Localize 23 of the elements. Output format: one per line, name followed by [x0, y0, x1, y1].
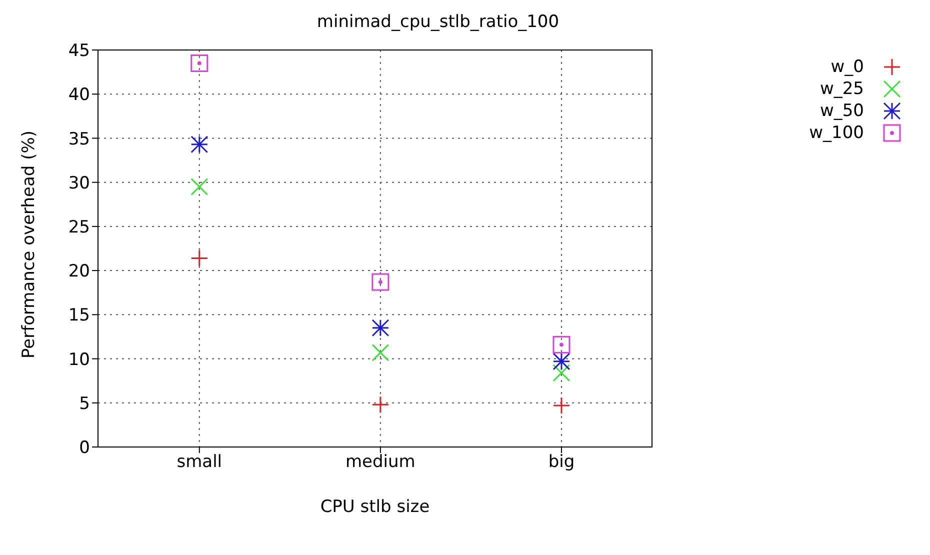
legend-label: w_100 [809, 123, 864, 143]
y-tick-label: 25 [68, 217, 90, 238]
x-tick-label: small [176, 452, 222, 472]
point [372, 273, 390, 291]
point [190, 54, 208, 72]
y-tick-label: 35 [68, 129, 90, 150]
y-tick-label: 40 [68, 85, 90, 106]
y-axis-title: Performance overhead (%) [19, 130, 40, 358]
point [552, 336, 570, 354]
x-tick-label: medium [345, 452, 416, 472]
y-tick-label: 10 [68, 350, 90, 370]
y-tick-label: 0 [79, 438, 90, 458]
y-tick-label: 15 [68, 306, 90, 326]
y-tick-label: 20 [68, 262, 90, 282]
y-tick-label: 45 [68, 41, 90, 62]
y-tick-label: 30 [68, 173, 90, 194]
legend-label: w_50 [820, 101, 864, 121]
legend-label: w_0 [830, 57, 864, 77]
x-axis-title: CPU stlb size [320, 497, 430, 517]
y-tick-label: 5 [79, 394, 90, 414]
legend-label: w_25 [820, 79, 864, 99]
x-tick-label: big [548, 452, 575, 472]
chart-title: minimad_cpu_stlb_ratio_100 [316, 12, 560, 32]
